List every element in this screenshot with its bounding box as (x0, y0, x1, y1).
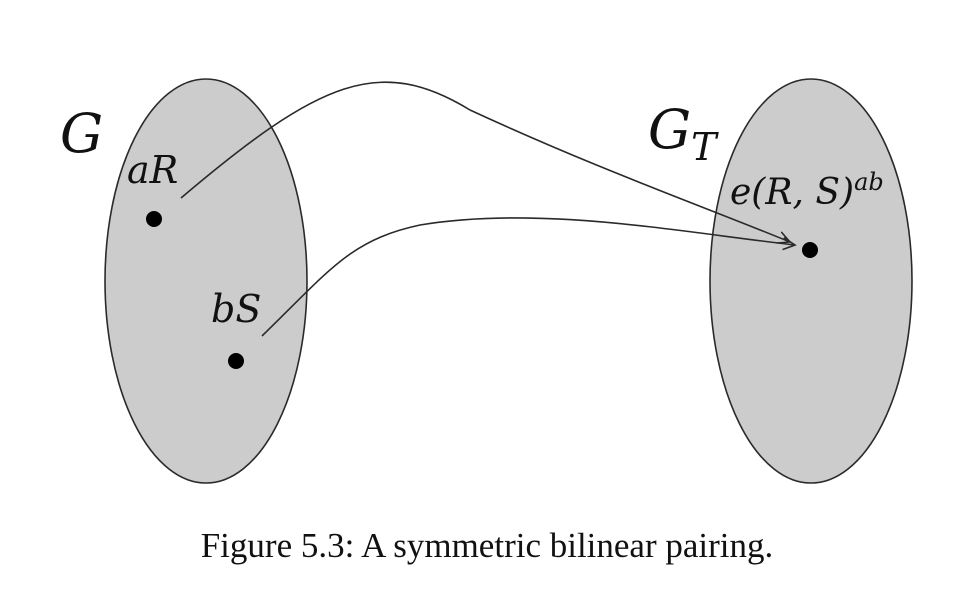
figure-caption: Figure 5.3: A symmetric bilinear pairing… (201, 526, 774, 565)
point-bs-dot (228, 353, 244, 369)
set-gt-label: GT (648, 98, 719, 169)
arrow-ar-to-pairing (180, 81, 790, 242)
point-ar-label: aR (127, 148, 178, 192)
set-gt-ellipse (709, 78, 913, 484)
arrow-bs-to-pairing (261, 217, 795, 337)
point-bs-label: bS (211, 287, 261, 331)
point-pairing-label: e(R, S)ab (730, 168, 884, 213)
point-ar-dot (146, 211, 162, 227)
set-g-label: G (60, 102, 103, 165)
set-g-ellipse (104, 78, 308, 484)
point-pairing-dot (802, 242, 818, 258)
